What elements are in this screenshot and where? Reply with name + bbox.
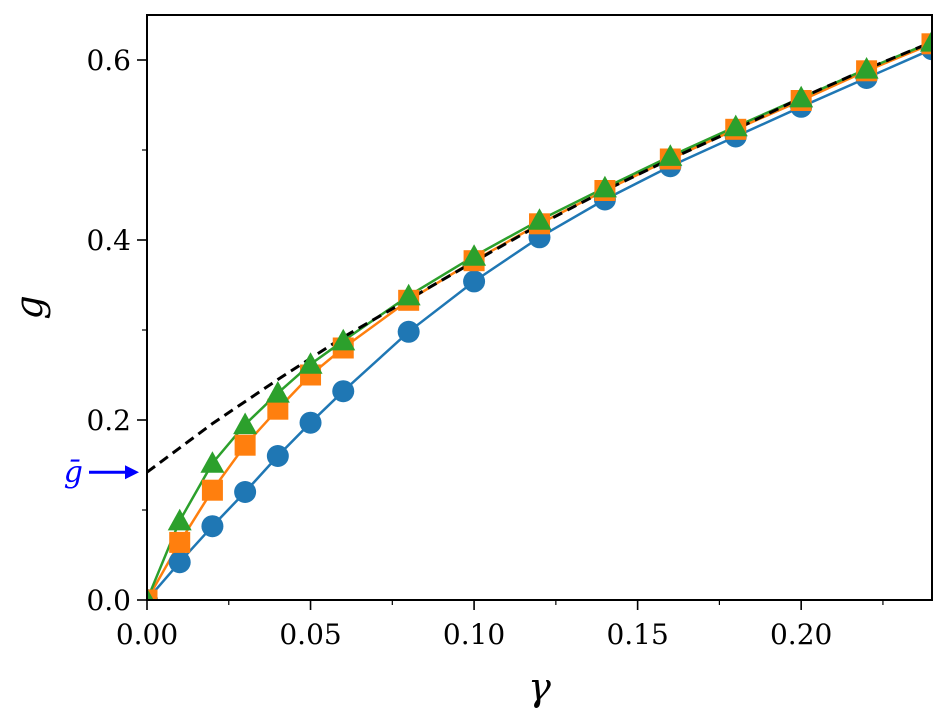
data-point-series-2 bbox=[234, 434, 256, 456]
axes-frame bbox=[146, 14, 933, 601]
data-point-series-1 bbox=[234, 481, 257, 503]
data-point-series-3 bbox=[396, 283, 421, 306]
data-point-series-3 bbox=[331, 328, 356, 351]
x-axis-ticks: 0.00 0.05 0.10 0.15 0.20 bbox=[116, 600, 884, 651]
x-tick-label: 0.10 bbox=[443, 618, 505, 651]
data-point-series-3 bbox=[200, 451, 225, 473]
series-line-3 bbox=[147, 40, 932, 600]
data-point-series-3 bbox=[462, 244, 487, 266]
data-point-series-3 bbox=[854, 57, 879, 79]
annotation-layer: ḡ bbox=[64, 455, 139, 490]
data-point-series-1 bbox=[397, 320, 420, 343]
data-point-series-3 bbox=[658, 144, 683, 166]
data-point-series-3 bbox=[592, 175, 617, 198]
data-point-series-2 bbox=[201, 479, 223, 501]
series-line-4 bbox=[147, 40, 932, 474]
data-point-series-3 bbox=[265, 381, 290, 403]
series-line-2 bbox=[147, 42, 932, 600]
data-point-series-1 bbox=[332, 380, 355, 403]
x-tick-label: 0.05 bbox=[279, 618, 341, 651]
y-axis-label: g bbox=[7, 295, 51, 319]
data-point-series-3 bbox=[167, 508, 192, 531]
data-point-series-3 bbox=[723, 114, 748, 137]
y-tick-label: 0.2 bbox=[86, 404, 131, 437]
data-point-series-2 bbox=[169, 531, 191, 553]
y-tick-label: 0.4 bbox=[86, 224, 131, 257]
series-line-1 bbox=[147, 48, 932, 600]
y-tick-label: 0.0 bbox=[86, 584, 131, 617]
x-tick-label: 0.00 bbox=[116, 618, 178, 651]
data-point-series-2 bbox=[147, 589, 158, 600]
y-axis-ticks: 0.0 0.2 0.4 0.6 bbox=[86, 44, 147, 617]
data-point-series-1 bbox=[463, 270, 486, 293]
data-point-series-1 bbox=[168, 551, 191, 574]
y-tick-label: 0.6 bbox=[86, 44, 131, 77]
x-tick-label: 0.20 bbox=[770, 618, 832, 651]
x-tick-label: 0.15 bbox=[606, 618, 668, 651]
data-point-series-3 bbox=[527, 208, 552, 230]
data-point-series-1 bbox=[266, 445, 289, 467]
x-axis-label: γ bbox=[528, 665, 551, 709]
data-point-series-1 bbox=[299, 411, 322, 434]
data-point-series-3 bbox=[789, 85, 814, 108]
data-point-series-3 bbox=[920, 30, 932, 52]
data-point-series-3 bbox=[147, 588, 154, 600]
annotation-arrow-head bbox=[125, 465, 139, 480]
annotation-label-gbar: ḡ bbox=[64, 455, 83, 490]
data-series-layer bbox=[147, 30, 932, 600]
data-point-series-2 bbox=[267, 398, 289, 420]
data-point-series-3 bbox=[233, 412, 258, 435]
data-point-series-1 bbox=[201, 515, 224, 538]
data-point-series-3 bbox=[298, 352, 323, 374]
